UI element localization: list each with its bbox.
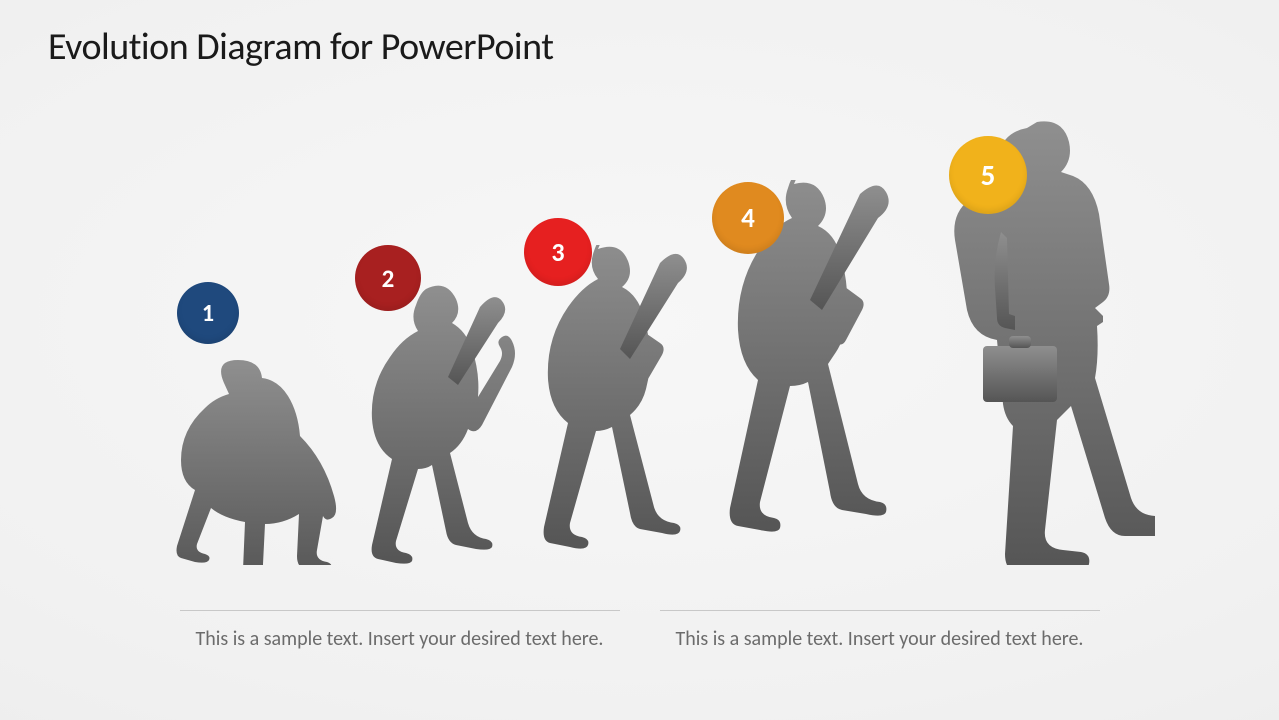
stage-2-silhouette <box>330 285 515 565</box>
stage-4-badge: 4 <box>712 182 784 254</box>
stage-2-badge: 2 <box>355 245 421 311</box>
caption-right-rule <box>660 610 1100 611</box>
stage-5-badge: 5 <box>949 136 1027 214</box>
stage-3-badge: 3 <box>524 218 592 286</box>
caption-left-rule <box>180 610 620 611</box>
stage-1-badge: 1 <box>177 282 239 344</box>
caption-left-text: This is a sample text. Insert your desir… <box>180 625 620 654</box>
caption-row: This is a sample text. Insert your desir… <box>0 610 1279 654</box>
stage-5-silhouette <box>905 120 1155 565</box>
caption-right-text: This is a sample text. Insert your desir… <box>660 625 1100 654</box>
stage-3-silhouette <box>500 245 695 565</box>
caption-left: This is a sample text. Insert your desir… <box>180 610 620 654</box>
caption-right: This is a sample text. Insert your desir… <box>660 610 1100 654</box>
stage-1-silhouette <box>155 360 350 565</box>
